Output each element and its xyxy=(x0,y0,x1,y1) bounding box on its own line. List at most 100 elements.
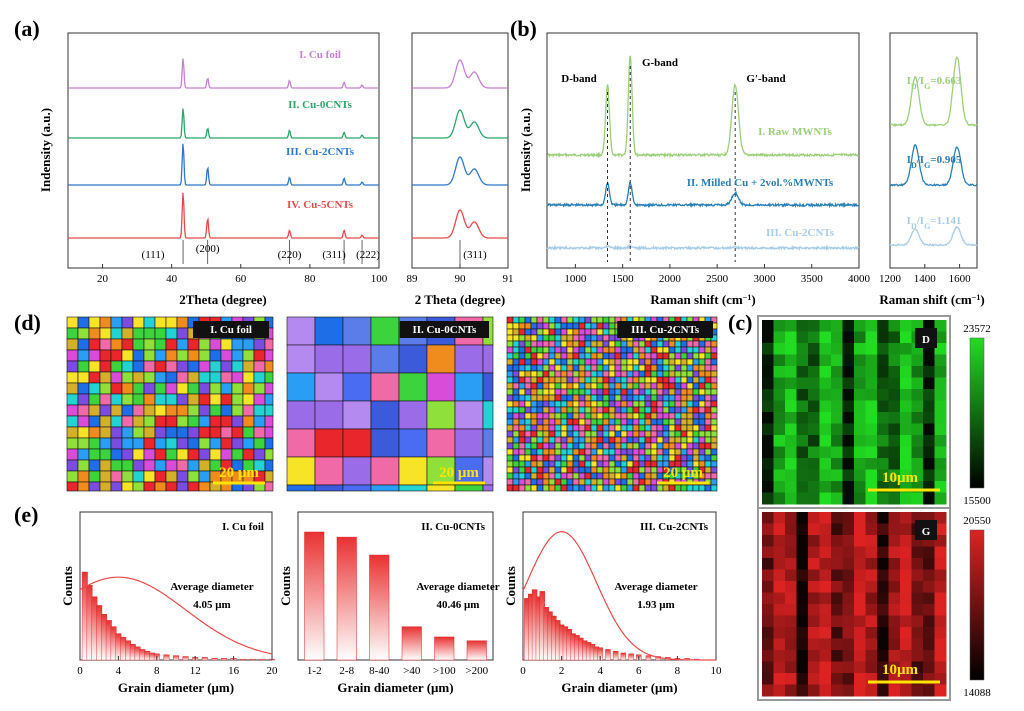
grain xyxy=(698,442,706,450)
grain xyxy=(584,430,592,438)
bar xyxy=(201,657,208,661)
grain xyxy=(626,370,634,378)
grain xyxy=(710,436,718,444)
grain xyxy=(165,437,178,450)
map-pixel xyxy=(865,581,878,593)
grain xyxy=(518,430,526,438)
map-pixel xyxy=(773,412,786,424)
grain xyxy=(596,364,604,372)
grain xyxy=(530,400,538,408)
bar xyxy=(645,655,652,661)
xrd-curve xyxy=(68,58,379,89)
grain xyxy=(99,404,112,417)
grain xyxy=(572,370,580,378)
map-pixel xyxy=(854,604,866,616)
grain xyxy=(632,358,640,366)
tick-label: 100 xyxy=(371,273,388,285)
map-pixel xyxy=(785,673,797,685)
map-pixel xyxy=(923,389,935,401)
grain xyxy=(584,316,592,324)
map-pixel xyxy=(762,331,774,344)
map-pixel xyxy=(900,412,912,424)
grain xyxy=(264,393,274,406)
grain xyxy=(187,470,200,483)
panel-a-inset-frame xyxy=(411,32,509,269)
grain xyxy=(209,338,222,351)
grain xyxy=(656,424,664,432)
grain xyxy=(566,352,574,360)
grain xyxy=(66,360,79,373)
map-pixel xyxy=(911,400,924,413)
grain xyxy=(590,364,598,372)
map-pixel xyxy=(819,492,832,505)
map-pixel xyxy=(808,400,820,413)
grain xyxy=(578,424,586,432)
grain xyxy=(644,430,652,438)
grain xyxy=(692,454,700,462)
grain xyxy=(578,430,586,438)
tick-label: 91 xyxy=(503,273,514,285)
grain xyxy=(680,370,688,378)
map-pixel xyxy=(877,400,889,413)
grain xyxy=(524,436,532,444)
tick-label: 16 xyxy=(228,665,240,677)
panel-a-ylabel: Indensity (a.u.) xyxy=(38,108,53,192)
grain xyxy=(560,370,568,378)
grain xyxy=(662,358,670,366)
grain xyxy=(710,364,718,372)
grain xyxy=(704,406,712,414)
grain xyxy=(656,472,664,480)
grain xyxy=(342,428,372,458)
grain xyxy=(253,338,266,351)
map-pixel xyxy=(854,331,866,344)
grain xyxy=(698,364,706,372)
map-pixel xyxy=(785,627,797,639)
map-pixel xyxy=(819,435,832,447)
map-pixel xyxy=(900,354,912,367)
map-pixel xyxy=(831,435,843,447)
map-pixel xyxy=(865,343,878,355)
map-pixel xyxy=(796,581,809,593)
map-pixel xyxy=(888,400,901,413)
panel-a-xticks: 20 40 60 80 100 xyxy=(97,264,388,285)
grain xyxy=(110,426,123,439)
map-pixel xyxy=(785,320,797,332)
map-pixel xyxy=(785,512,797,524)
grain xyxy=(698,406,706,414)
grain xyxy=(650,382,658,390)
grain xyxy=(704,442,712,450)
map-pixel xyxy=(923,354,935,367)
grain xyxy=(596,376,604,384)
map-pixel xyxy=(911,546,924,559)
grain xyxy=(596,436,604,444)
map-pixel xyxy=(831,638,843,651)
grain xyxy=(454,344,484,374)
grain xyxy=(686,346,694,354)
grain xyxy=(662,412,670,420)
grain xyxy=(506,322,514,330)
grain xyxy=(132,316,145,329)
grain xyxy=(88,349,101,362)
grain xyxy=(578,454,586,462)
grain xyxy=(620,364,628,372)
map-pixel xyxy=(842,638,855,651)
map-pixel xyxy=(773,492,786,505)
map-pixel xyxy=(877,535,889,547)
tick-label: 8-40 xyxy=(369,665,390,677)
grain xyxy=(154,393,167,406)
bar xyxy=(336,536,357,661)
map-pixel xyxy=(877,469,889,482)
map-pixel xyxy=(888,512,901,524)
map-pixel xyxy=(934,469,947,482)
grain xyxy=(286,316,316,346)
grain xyxy=(542,364,550,372)
grain xyxy=(242,371,255,384)
grain xyxy=(620,430,628,438)
grain xyxy=(650,448,658,456)
grain xyxy=(554,466,562,474)
grain xyxy=(176,426,189,439)
grain xyxy=(560,466,568,474)
grain xyxy=(143,459,156,472)
map-pixel xyxy=(854,458,866,470)
